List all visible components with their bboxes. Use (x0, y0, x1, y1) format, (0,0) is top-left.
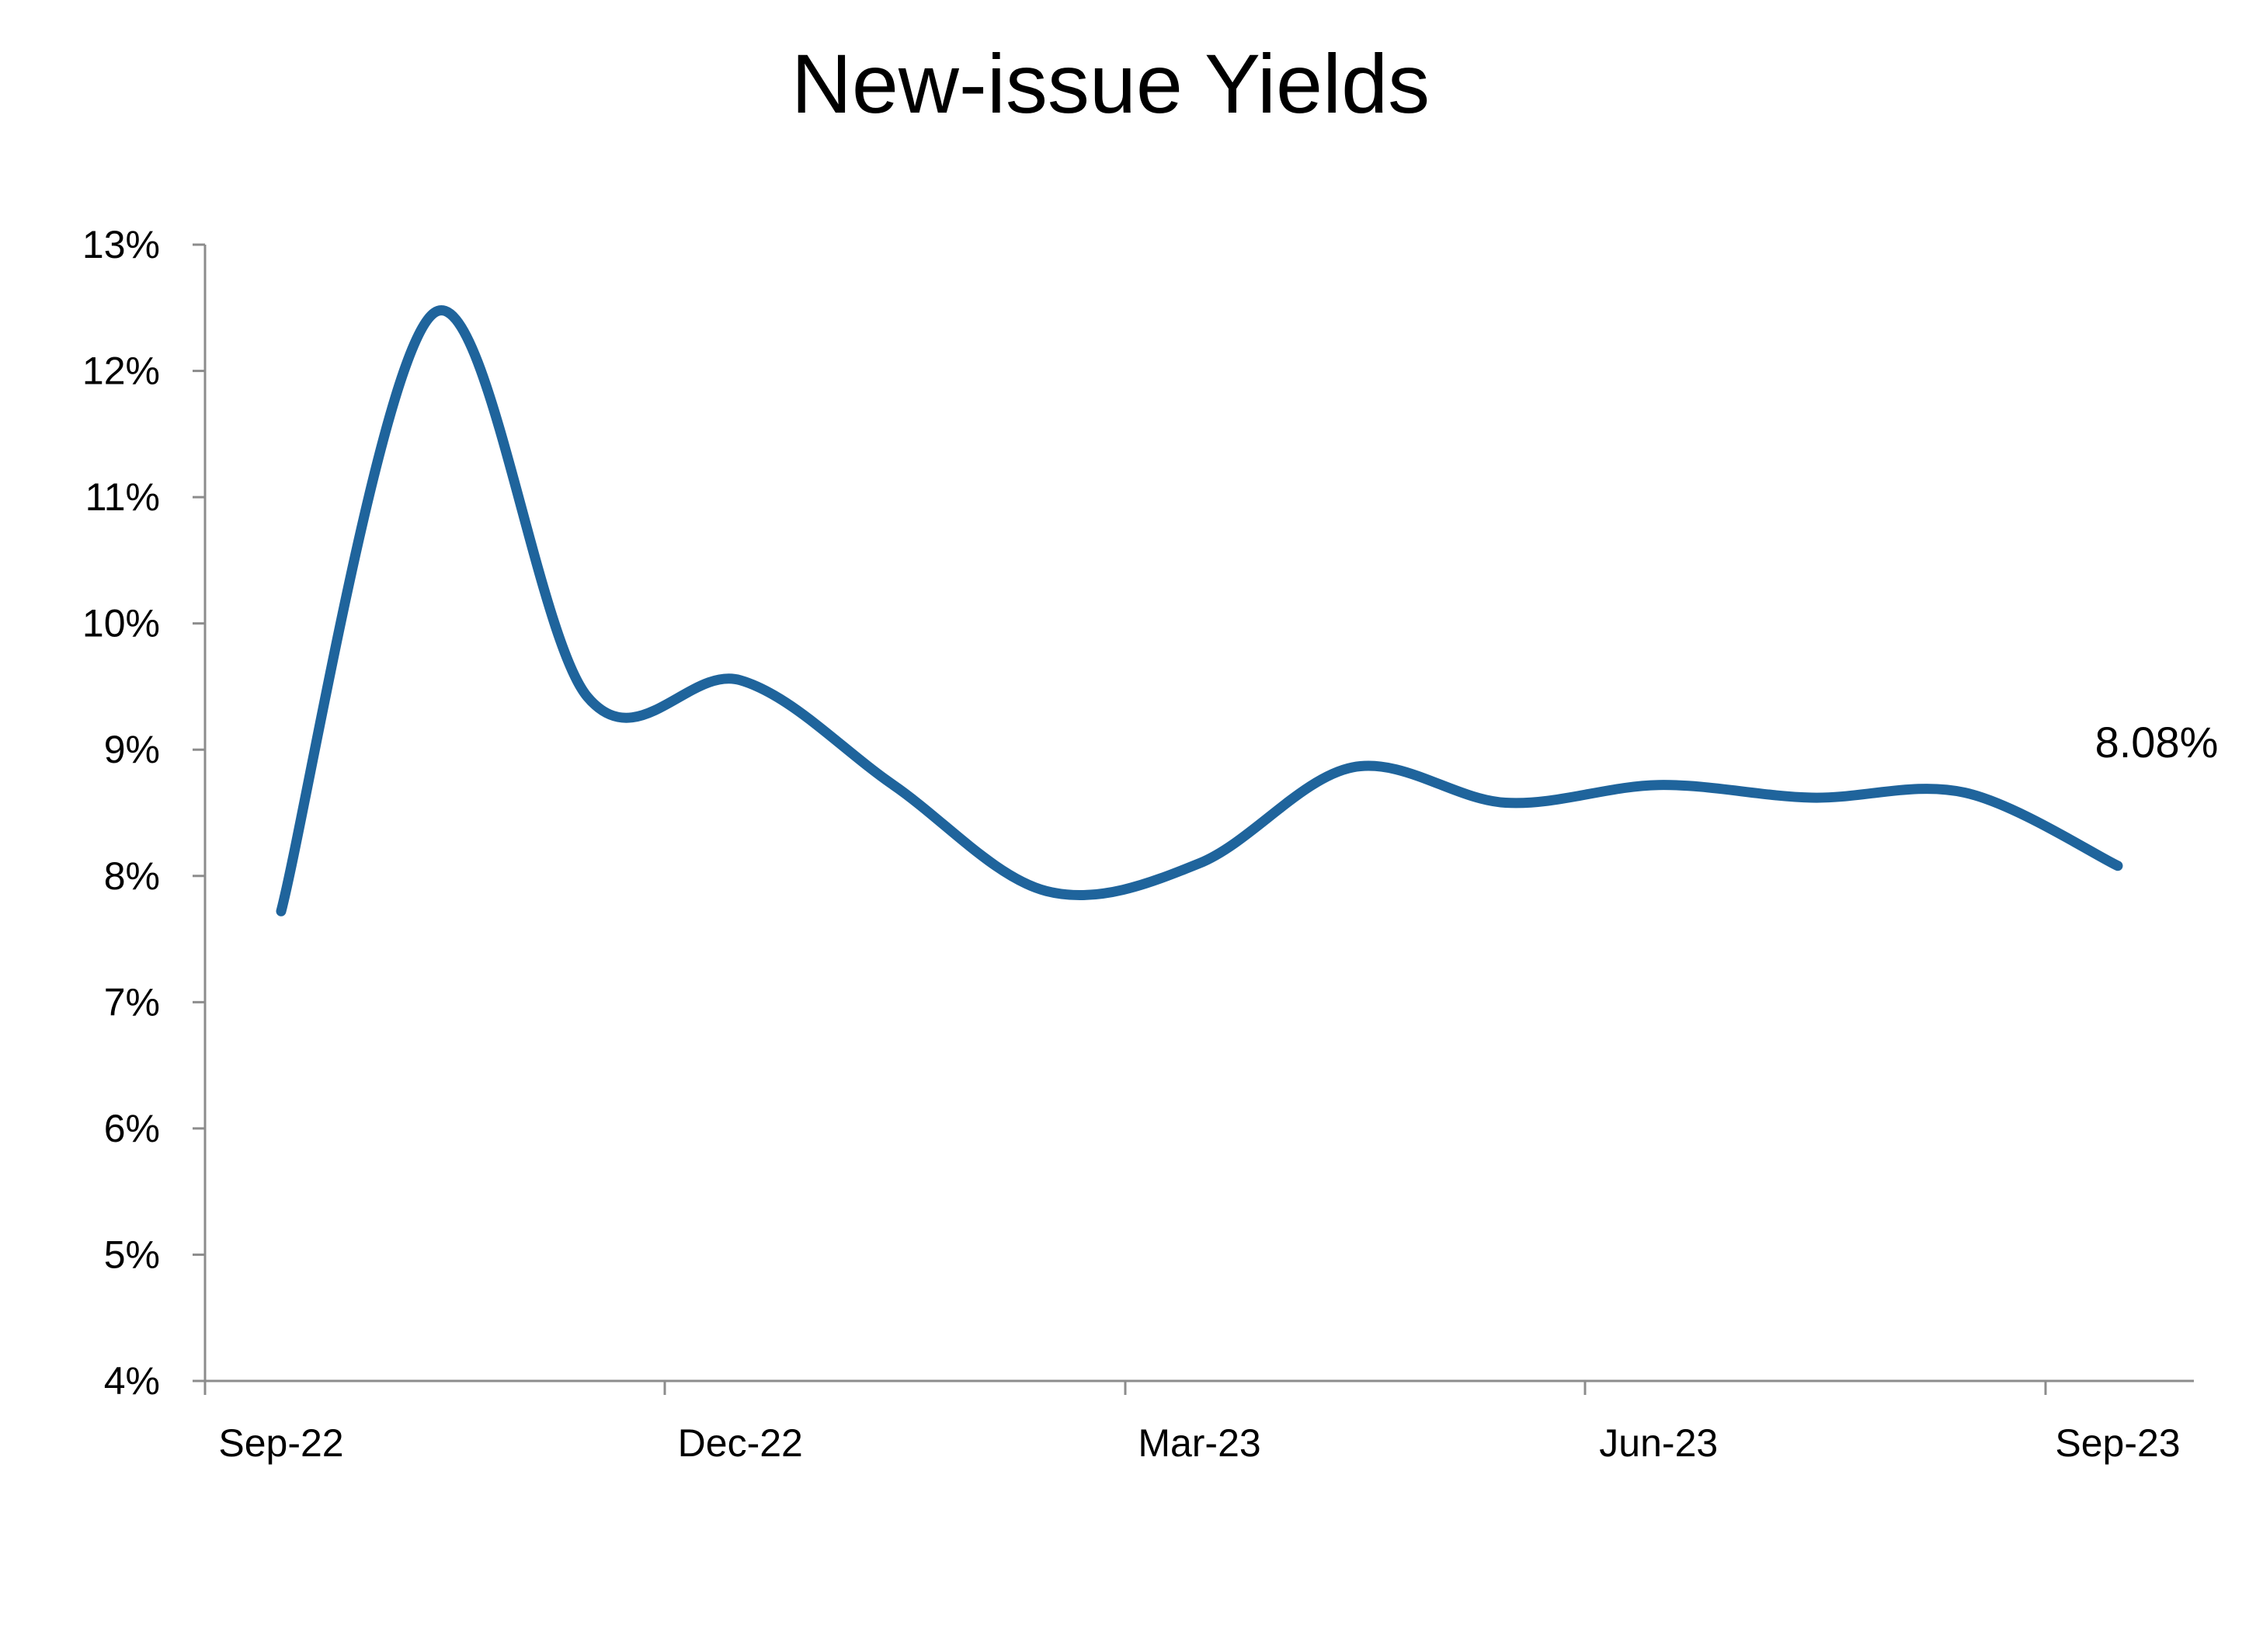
x-tick-label: Sep-23 (2055, 1421, 2180, 1465)
last-value-label: 8.08% (2095, 718, 2219, 767)
y-tick-label: 6% (104, 1107, 160, 1150)
y-tick-label: 13% (82, 223, 160, 266)
y-ticks: 4% 5% 6% 7% 8% 9% 10% 11% 12% 13% (82, 223, 205, 1403)
chart-title: New-issue Yields (791, 37, 1430, 130)
y-tick-label: 4% (104, 1359, 160, 1403)
x-tick-label: Mar-23 (1138, 1421, 1260, 1465)
y-tick-label: 9% (104, 728, 160, 771)
y-tick-label: 5% (104, 1233, 160, 1276)
y-tick-label: 11% (85, 475, 160, 519)
y-tick-label: 12% (82, 350, 160, 393)
x-tick-label: Sep-22 (218, 1421, 343, 1465)
data-labels: 8.08% (2095, 718, 2219, 767)
x-tick-label: Dec-22 (678, 1421, 803, 1465)
y-tick-label: 7% (104, 980, 160, 1024)
x-tick-label: Jun-23 (1599, 1421, 1718, 1465)
y-tick-label: 8% (104, 854, 160, 898)
x-ticks: Sep-22 Dec-22 Mar-23 Jun-23 Sep-23 (203, 1381, 2181, 1465)
series-line (276, 305, 2123, 916)
y-tick-label: 10% (82, 602, 160, 645)
